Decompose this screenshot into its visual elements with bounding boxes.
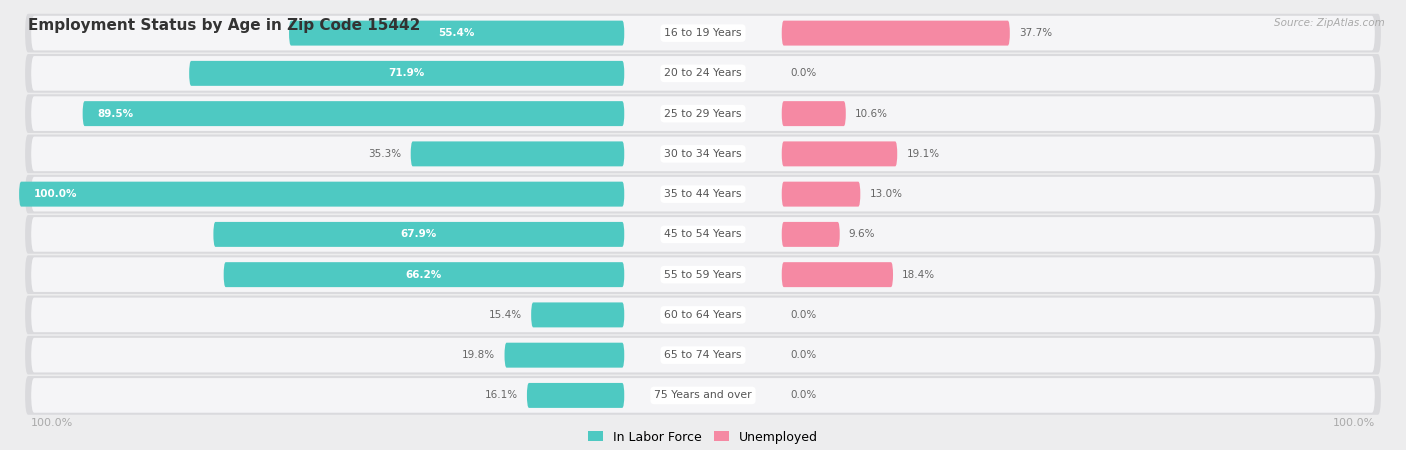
Text: 0.0%: 0.0% — [790, 310, 817, 320]
FancyBboxPatch shape — [224, 262, 624, 287]
Legend: In Labor Force, Unemployed: In Labor Force, Unemployed — [583, 426, 823, 449]
FancyBboxPatch shape — [31, 16, 1375, 50]
FancyBboxPatch shape — [31, 177, 1375, 211]
Text: 67.9%: 67.9% — [401, 230, 437, 239]
FancyBboxPatch shape — [782, 141, 897, 166]
Text: 65 to 74 Years: 65 to 74 Years — [664, 350, 742, 360]
Text: 0.0%: 0.0% — [790, 350, 817, 360]
Text: 10.6%: 10.6% — [855, 108, 889, 119]
Text: 9.6%: 9.6% — [849, 230, 876, 239]
FancyBboxPatch shape — [290, 21, 624, 45]
FancyBboxPatch shape — [25, 135, 1381, 173]
Text: 71.9%: 71.9% — [388, 68, 425, 78]
Text: 20 to 24 Years: 20 to 24 Years — [664, 68, 742, 78]
Text: 89.5%: 89.5% — [98, 108, 134, 119]
Text: 16.1%: 16.1% — [485, 391, 517, 401]
FancyBboxPatch shape — [25, 54, 1381, 93]
Text: 66.2%: 66.2% — [406, 270, 441, 279]
FancyBboxPatch shape — [20, 182, 624, 207]
Text: 37.7%: 37.7% — [1019, 28, 1052, 38]
Text: 13.0%: 13.0% — [869, 189, 903, 199]
Text: 55 to 59 Years: 55 to 59 Years — [664, 270, 742, 279]
Text: 100.0%: 100.0% — [34, 189, 77, 199]
Text: 100.0%: 100.0% — [1333, 418, 1375, 428]
Text: Source: ZipAtlas.com: Source: ZipAtlas.com — [1274, 18, 1385, 28]
FancyBboxPatch shape — [25, 336, 1381, 374]
Text: 55.4%: 55.4% — [439, 28, 475, 38]
FancyBboxPatch shape — [527, 383, 624, 408]
FancyBboxPatch shape — [31, 338, 1375, 373]
Text: 75 Years and over: 75 Years and over — [654, 391, 752, 401]
FancyBboxPatch shape — [83, 101, 624, 126]
FancyBboxPatch shape — [531, 302, 624, 328]
FancyBboxPatch shape — [214, 222, 624, 247]
FancyBboxPatch shape — [411, 141, 624, 166]
Text: 30 to 34 Years: 30 to 34 Years — [664, 149, 742, 159]
FancyBboxPatch shape — [782, 101, 846, 126]
Text: 19.8%: 19.8% — [463, 350, 495, 360]
FancyBboxPatch shape — [31, 136, 1375, 171]
FancyBboxPatch shape — [25, 94, 1381, 133]
Text: 18.4%: 18.4% — [903, 270, 935, 279]
Text: 16 to 19 Years: 16 to 19 Years — [664, 28, 742, 38]
Text: 15.4%: 15.4% — [489, 310, 522, 320]
Text: 45 to 54 Years: 45 to 54 Years — [664, 230, 742, 239]
FancyBboxPatch shape — [782, 21, 1010, 45]
Text: 35.3%: 35.3% — [368, 149, 402, 159]
Text: Employment Status by Age in Zip Code 15442: Employment Status by Age in Zip Code 154… — [28, 18, 420, 33]
FancyBboxPatch shape — [31, 378, 1375, 413]
FancyBboxPatch shape — [782, 262, 893, 287]
FancyBboxPatch shape — [31, 257, 1375, 292]
FancyBboxPatch shape — [190, 61, 624, 86]
FancyBboxPatch shape — [25, 296, 1381, 334]
FancyBboxPatch shape — [25, 215, 1381, 254]
Text: 0.0%: 0.0% — [790, 391, 817, 401]
Text: 35 to 44 Years: 35 to 44 Years — [664, 189, 742, 199]
Text: 100.0%: 100.0% — [31, 418, 73, 428]
FancyBboxPatch shape — [782, 222, 839, 247]
FancyBboxPatch shape — [505, 343, 624, 368]
FancyBboxPatch shape — [25, 14, 1381, 53]
FancyBboxPatch shape — [31, 56, 1375, 91]
Text: 25 to 29 Years: 25 to 29 Years — [664, 108, 742, 119]
FancyBboxPatch shape — [31, 217, 1375, 252]
Text: 60 to 64 Years: 60 to 64 Years — [664, 310, 742, 320]
FancyBboxPatch shape — [25, 175, 1381, 213]
Text: 19.1%: 19.1% — [907, 149, 939, 159]
FancyBboxPatch shape — [25, 255, 1381, 294]
Text: 0.0%: 0.0% — [790, 68, 817, 78]
FancyBboxPatch shape — [25, 376, 1381, 415]
FancyBboxPatch shape — [782, 182, 860, 207]
FancyBboxPatch shape — [31, 96, 1375, 131]
FancyBboxPatch shape — [31, 297, 1375, 332]
